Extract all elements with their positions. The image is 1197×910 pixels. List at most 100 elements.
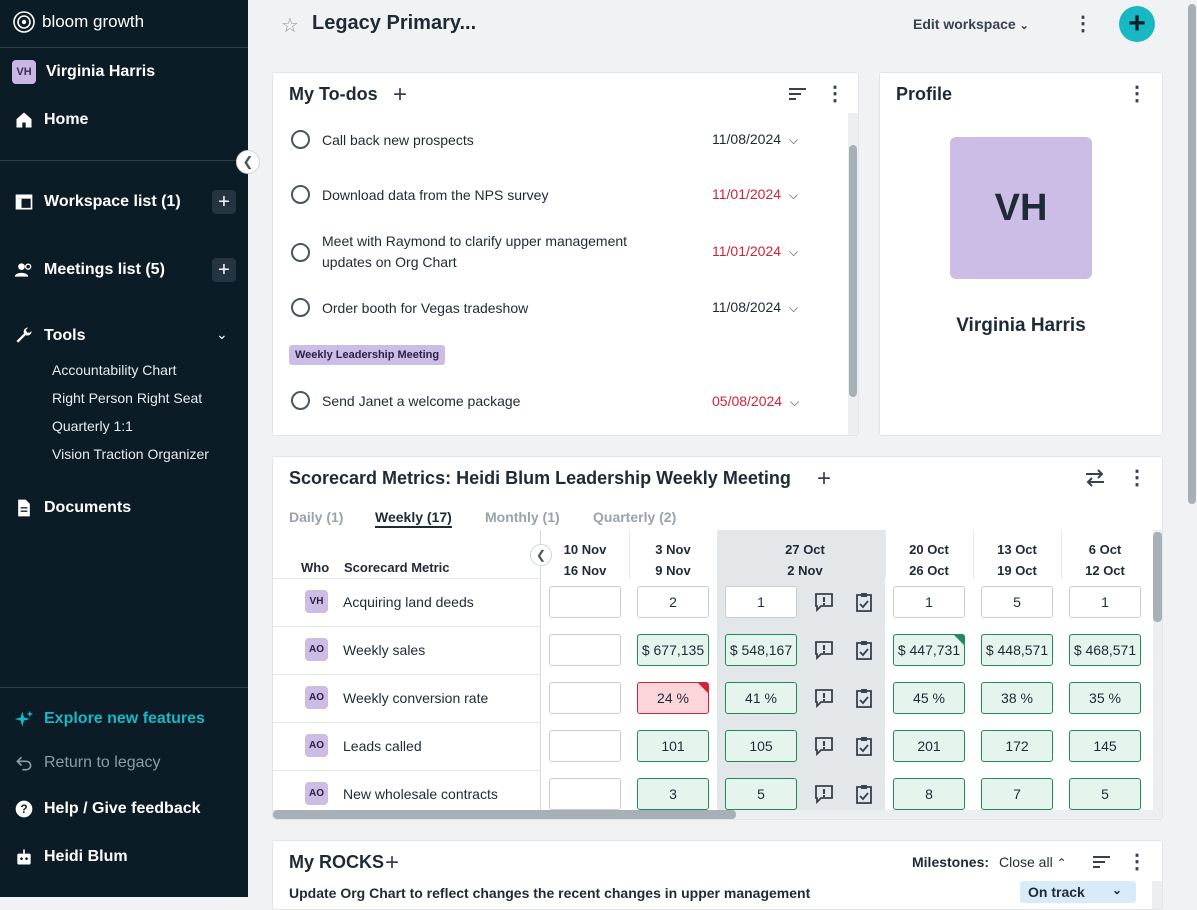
account-menu[interactable]: Heidi Blum [14, 847, 128, 867]
score-cell[interactable]: $ 468,571 [1069, 634, 1141, 666]
tab-weekly[interactable]: Weekly (17) [375, 509, 452, 528]
rock-status-dropdown[interactable]: On track ⌄ [1020, 881, 1136, 903]
rock-title[interactable]: Update Org Chart to reflect changes the … [289, 885, 811, 901]
sidebar-item-accountability-chart[interactable]: Accountability Chart [52, 362, 177, 378]
todo-item[interactable]: Send Janet a welcome package [291, 391, 520, 410]
scrollbar-thumb[interactable] [273, 810, 736, 819]
score-cell[interactable]: 7 [981, 778, 1053, 810]
sidebar-item-home[interactable]: Home [14, 110, 88, 130]
todo-item[interactable]: Call back new prospects [291, 130, 474, 149]
clipboard-icon[interactable] [853, 735, 875, 757]
score-cell[interactable]: 8 [893, 778, 965, 810]
comment-icon[interactable] [813, 735, 835, 757]
score-cell[interactable]: 1 [1069, 586, 1141, 618]
vertical-scrollbar[interactable] [1153, 530, 1162, 810]
owner-avatar[interactable]: AO [305, 686, 328, 709]
score-cell[interactable]: 35 % [1069, 682, 1141, 714]
todo-due-date[interactable]: 11/08/2024 ⌵ [712, 131, 798, 148]
add-metric-button[interactable]: + [817, 465, 832, 492]
sidebar-item-quarterly-1-1[interactable]: Quarterly 1:1 [52, 418, 133, 434]
checkbox[interactable] [291, 298, 310, 317]
score-cell[interactable]: 41 % [725, 682, 797, 714]
todo-item[interactable]: Meet with Raymond to clarify upper manag… [291, 231, 627, 273]
score-cell[interactable]: $ 448,571 [981, 634, 1053, 666]
add-workspace-button[interactable]: + [212, 190, 236, 214]
score-cell[interactable]: 5 [1069, 778, 1141, 810]
close-all-toggle[interactable]: Close all ⌃ [999, 854, 1067, 870]
scrollbar-thumb[interactable] [1188, 4, 1196, 504]
metric-name[interactable]: New wholesale contracts [343, 786, 498, 802]
score-cell[interactable]: 45 % [893, 682, 965, 714]
sidebar-item-tools[interactable]: Tools [14, 326, 85, 346]
checkbox[interactable] [291, 130, 310, 149]
score-cell[interactable]: 3 [637, 778, 709, 810]
collapse-columns-button[interactable]: ❮ [530, 544, 552, 566]
todo-due-date[interactable]: 11/08/2024 ⌵ [712, 299, 798, 316]
sort-icon[interactable] [1092, 853, 1112, 871]
comment-icon[interactable] [813, 687, 835, 709]
add-meeting-button[interactable]: + [212, 258, 236, 282]
score-cell[interactable]: 201 [893, 730, 965, 762]
owner-avatar[interactable]: AO [305, 734, 328, 757]
edit-workspace-button[interactable]: Edit workspace ⌄ [913, 16, 1029, 32]
more-options-icon[interactable]: ⋮ [1127, 83, 1147, 105]
metric-name[interactable]: Leads called [343, 738, 422, 754]
brand-logo[interactable]: bloom growth [12, 10, 144, 34]
checkbox[interactable] [291, 391, 310, 410]
score-cell[interactable] [549, 586, 621, 618]
owner-avatar[interactable]: AO [305, 638, 328, 661]
more-options-icon[interactable]: ⋮ [825, 83, 845, 105]
collapse-sidebar-button[interactable]: ❮ [236, 150, 260, 174]
star-icon[interactable]: ☆ [281, 15, 299, 37]
score-cell[interactable]: $ 447,731 [893, 634, 965, 666]
score-cell[interactable]: 105 [725, 730, 797, 762]
score-cell[interactable]: 101 [637, 730, 709, 762]
scrollbar-thumb[interactable] [1153, 532, 1162, 622]
tab-monthly[interactable]: Monthly (1) [485, 509, 560, 525]
comment-icon[interactable] [813, 639, 835, 661]
swap-icon[interactable] [1084, 469, 1106, 487]
owner-avatar[interactable]: AO [305, 782, 328, 805]
scrollbar-thumb[interactable] [849, 145, 857, 397]
sidebar-item-documents[interactable]: Documents [14, 498, 131, 518]
owner-avatar[interactable]: VH [305, 590, 328, 613]
score-cell[interactable]: 24 % [637, 682, 709, 714]
sidebar-item-meetings-list[interactable]: Meetings list (5) [14, 260, 165, 280]
tab-quarterly[interactable]: Quarterly (2) [593, 509, 677, 525]
more-options-icon[interactable]: ⋮ [1127, 851, 1147, 873]
sidebar-item-vto[interactable]: Vision Traction Organizer [52, 446, 209, 462]
scrollbar[interactable] [1152, 881, 1162, 909]
score-cell[interactable]: 5 [981, 586, 1053, 618]
add-button[interactable]: + [1119, 6, 1155, 42]
sidebar-item-right-person-right-seat[interactable]: Right Person Right Seat [52, 390, 203, 406]
comment-icon[interactable] [813, 783, 835, 805]
score-cell[interactable]: 5 [725, 778, 797, 810]
more-options-icon[interactable]: ⋮ [1127, 467, 1147, 489]
return-to-legacy-link[interactable]: Return to legacy [14, 753, 161, 773]
user-menu[interactable]: VH Virginia Harris [12, 60, 155, 84]
score-cell[interactable]: 38 % [981, 682, 1053, 714]
more-options-icon[interactable]: ⋮ [1073, 13, 1093, 35]
todo-due-date[interactable]: 11/01/2024 ⌵ [712, 243, 798, 260]
score-cell[interactable] [549, 778, 621, 810]
todo-item[interactable]: Order booth for Vegas tradeshow [291, 298, 528, 317]
explore-new-features-link[interactable]: Explore new features [14, 709, 205, 729]
metric-name[interactable]: Weekly sales [343, 642, 426, 658]
todo-due-date[interactable]: 05/08/2024 ⌵ [712, 393, 799, 410]
score-cell[interactable]: $ 548,167 [725, 634, 797, 666]
add-todo-button[interactable]: + [393, 81, 408, 108]
metric-name[interactable]: Weekly conversion rate [343, 690, 489, 706]
todo-item[interactable]: Download data from the NPS survey [291, 185, 548, 204]
comment-icon[interactable] [813, 591, 835, 613]
score-cell[interactable] [549, 682, 621, 714]
chevron-down-icon[interactable]: ⌄ [216, 326, 228, 342]
score-cell[interactable]: 145 [1069, 730, 1141, 762]
score-cell[interactable] [549, 634, 621, 666]
score-cell[interactable] [549, 730, 621, 762]
help-feedback-link[interactable]: ? Help / Give feedback [14, 799, 201, 819]
score-cell[interactable]: 1 [893, 586, 965, 618]
score-cell[interactable]: 2 [637, 586, 709, 618]
add-rock-button[interactable]: + [385, 849, 400, 876]
checkbox[interactable] [291, 185, 310, 204]
clipboard-icon[interactable] [853, 687, 875, 709]
